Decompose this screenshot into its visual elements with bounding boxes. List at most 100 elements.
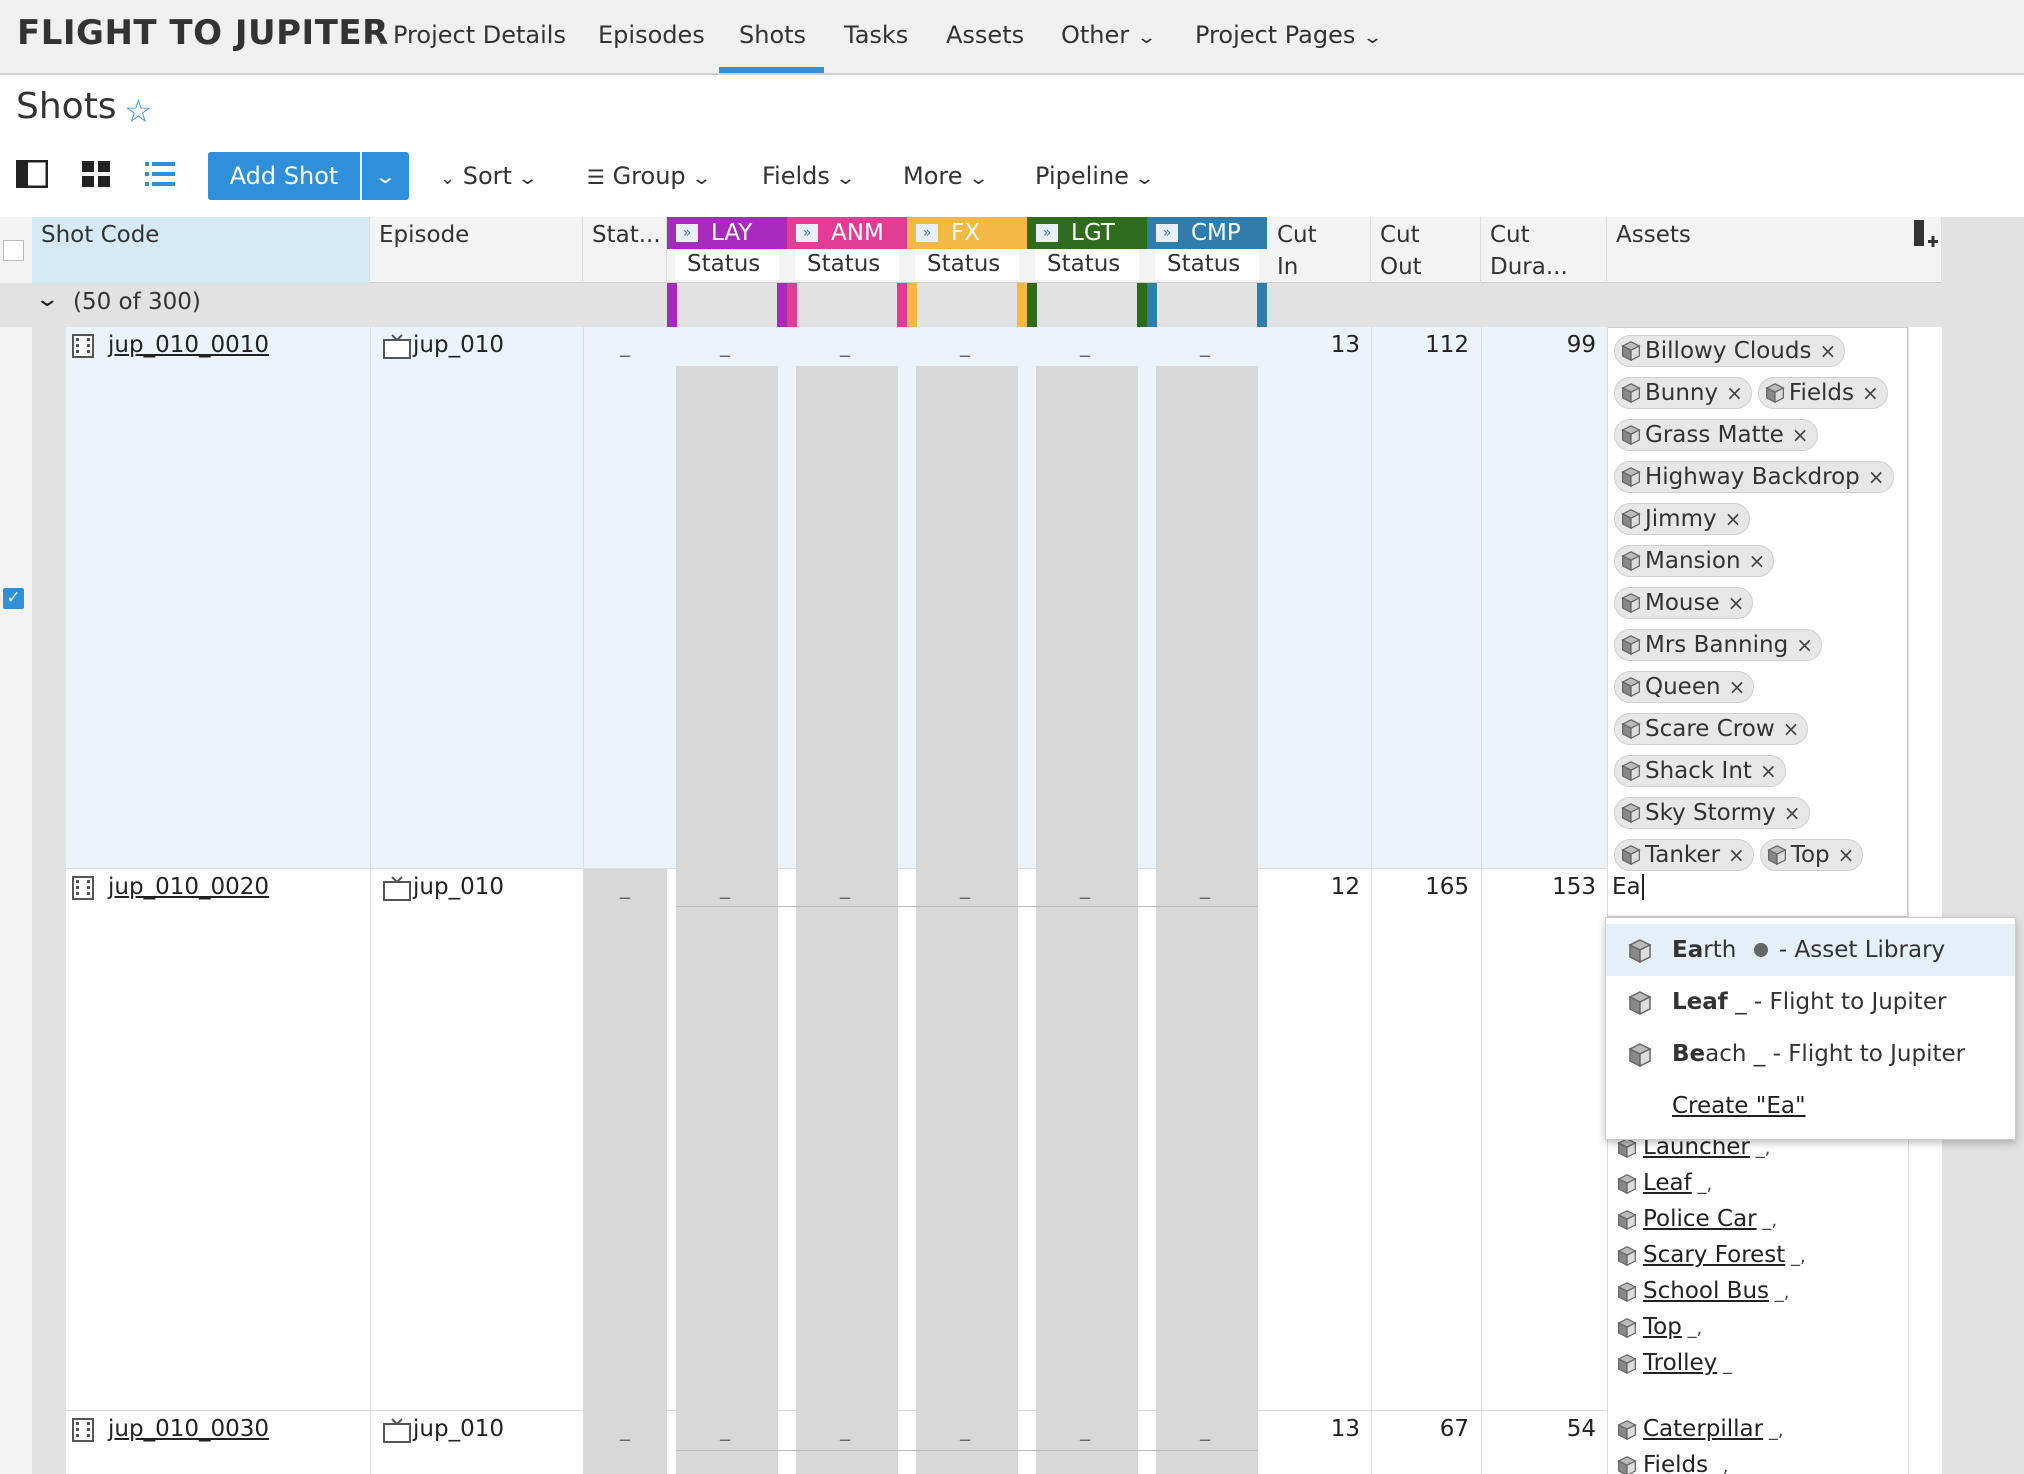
select-all-checkbox[interactable] bbox=[3, 240, 24, 261]
col-cut-in[interactable]: Cut In bbox=[1268, 217, 1371, 283]
remove-tag-icon[interactable]: × bbox=[1728, 843, 1745, 867]
asset-tag[interactable]: Queen × bbox=[1614, 671, 1755, 703]
cut-out-value[interactable]: 165 bbox=[1425, 874, 1469, 900]
autocomplete-option[interactable]: Leaf _ - Flight to Jupiter bbox=[1606, 976, 2015, 1028]
remove-tag-icon[interactable]: × bbox=[1728, 675, 1746, 699]
cut-out-value[interactable]: 67 bbox=[1439, 1416, 1469, 1442]
asset-link-item[interactable]: Caterpillar _, bbox=[1617, 1411, 1784, 1447]
asset-tag[interactable]: Fields × bbox=[1757, 377, 1888, 409]
lgt-status[interactable]: _ bbox=[1080, 875, 1090, 899]
col-shot-code[interactable]: Shot Code bbox=[32, 217, 370, 283]
remove-tag-icon[interactable]: × bbox=[1861, 381, 1879, 405]
lay-status[interactable]: _ bbox=[720, 1417, 730, 1441]
asset-link-item[interactable]: School Bus _, bbox=[1617, 1273, 1813, 1309]
remove-tag-icon[interactable]: × bbox=[1748, 549, 1766, 573]
cmp-status[interactable]: _ bbox=[1200, 333, 1210, 357]
nav-tasks[interactable]: Tasks bbox=[844, 21, 909, 49]
status-value[interactable]: _ bbox=[620, 875, 630, 899]
step-lay-header[interactable]: » LAY Status bbox=[667, 217, 787, 283]
step-fx-header[interactable]: » FX Status bbox=[907, 217, 1027, 283]
cmp-status[interactable]: _ bbox=[1200, 875, 1210, 899]
remove-tag-icon[interactable]: × bbox=[1791, 423, 1809, 447]
group-button[interactable]: ☰ Group ⌄ bbox=[587, 162, 712, 190]
list-view-icon[interactable] bbox=[145, 160, 175, 194]
col-episode[interactable]: Episode bbox=[370, 217, 583, 283]
status-value[interactable]: _ bbox=[620, 1417, 630, 1441]
nav-assets[interactable]: Assets bbox=[946, 21, 1025, 49]
pipeline-button[interactable]: Pipeline ⌄ bbox=[1035, 162, 1156, 190]
cut-duration-value[interactable]: 54 bbox=[1566, 1416, 1596, 1442]
asset-tag[interactable]: Mrs Banning × bbox=[1614, 629, 1822, 661]
project-title[interactable]: FLIGHT TO JUPITER bbox=[17, 13, 389, 53]
episode-link[interactable]: jup_010 bbox=[413, 332, 504, 358]
asset-tag[interactable]: Tanker × bbox=[1614, 839, 1754, 871]
remove-tag-icon[interactable]: × bbox=[1727, 591, 1745, 615]
remove-tag-icon[interactable]: × bbox=[1783, 801, 1801, 825]
asset-link-item[interactable]: Scary Forest _, bbox=[1617, 1237, 1813, 1273]
asset-link-item[interactable]: Trolley _ bbox=[1617, 1345, 1813, 1381]
asset-tag[interactable]: Scare Crow × bbox=[1614, 713, 1809, 745]
asset-link-item[interactable]: Top _, bbox=[1617, 1309, 1813, 1345]
fx-status[interactable]: _ bbox=[960, 333, 970, 357]
asset-tag[interactable]: Mansion × bbox=[1614, 545, 1775, 577]
remove-tag-icon[interactable]: × bbox=[1782, 717, 1800, 741]
col-assets[interactable]: Assets bbox=[1607, 217, 1942, 283]
collapse-chevron-icon[interactable]: ⌄ bbox=[34, 287, 61, 312]
cmp-status[interactable]: _ bbox=[1200, 1417, 1210, 1441]
add-shot-menu-button[interactable]: ⌄ bbox=[362, 152, 409, 200]
fx-status[interactable]: _ bbox=[960, 1417, 970, 1441]
add-shot-button[interactable]: Add Shot bbox=[208, 152, 360, 200]
fields-button[interactable]: Fields ⌄ bbox=[762, 162, 857, 190]
anm-status[interactable]: _ bbox=[840, 333, 850, 357]
remove-tag-icon[interactable]: × bbox=[1759, 759, 1777, 783]
assets-editor[interactable]: Billowy Clouds × Bunny × Fields × Grass Matte ×… bbox=[1607, 327, 1908, 917]
nav-episodes[interactable]: Episodes bbox=[598, 21, 705, 49]
shot-code-link[interactable]: jup_010_0030 bbox=[108, 1416, 269, 1442]
remove-tag-icon[interactable]: × bbox=[1724, 507, 1742, 531]
detail-view-icon[interactable] bbox=[15, 159, 49, 194]
asset-link-item[interactable]: Leaf _, bbox=[1617, 1165, 1813, 1201]
cut-in-value[interactable]: 13 bbox=[1330, 332, 1360, 358]
step-cmp-header[interactable]: » CMP Status bbox=[1147, 217, 1267, 283]
cut-duration-value[interactable]: 99 bbox=[1566, 332, 1596, 358]
anm-status[interactable]: _ bbox=[840, 875, 850, 899]
lay-status[interactable]: _ bbox=[720, 333, 730, 357]
autocomplete-option[interactable]: Beach _ - Flight to Jupiter bbox=[1606, 1028, 2015, 1080]
nav-shots[interactable]: Shots bbox=[739, 21, 807, 49]
asset-tag[interactable]: Shack Int × bbox=[1614, 755, 1786, 787]
asset-tag[interactable]: Highway Backdrop × bbox=[1614, 461, 1894, 493]
lay-status[interactable]: _ bbox=[720, 875, 730, 899]
sort-button[interactable]: ⌄ Sort ⌄ bbox=[440, 162, 539, 190]
col-status[interactable]: Stat... bbox=[583, 217, 667, 283]
more-button[interactable]: More ⌄ bbox=[903, 162, 989, 190]
status-value[interactable]: _ bbox=[620, 333, 630, 357]
asset-tag[interactable]: Jimmy × bbox=[1614, 503, 1751, 535]
create-asset-option[interactable]: Create "Ea" bbox=[1672, 1093, 1806, 1119]
asset-tag[interactable]: Billowy Clouds × bbox=[1614, 335, 1846, 367]
cut-in-value[interactable]: 12 bbox=[1330, 874, 1360, 900]
nav-other[interactable]: Other ⌄ bbox=[1061, 21, 1158, 49]
row-checkbox-checked[interactable]: ✓ bbox=[3, 588, 24, 609]
group-header-row[interactable]: ⌄ (50 of 300) bbox=[0, 283, 1942, 327]
remove-tag-icon[interactable]: × bbox=[1867, 465, 1885, 489]
asset-tag[interactable]: Mouse × bbox=[1614, 587, 1754, 619]
asset-tag[interactable]: Bunny × bbox=[1614, 377, 1752, 409]
favorite-star-icon[interactable]: ☆ bbox=[124, 92, 153, 130]
thumbnail-view-icon[interactable] bbox=[81, 160, 111, 194]
nav-project-pages[interactable]: Project Pages ⌄ bbox=[1195, 21, 1384, 49]
col-cut-out[interactable]: Cut Out bbox=[1371, 217, 1481, 283]
step-anm-header[interactable]: » ANM Status bbox=[787, 217, 907, 283]
cut-in-value[interactable]: 13 bbox=[1330, 1416, 1360, 1442]
shot-code-link[interactable]: jup_010_0010 bbox=[108, 332, 269, 358]
col-cut-duration[interactable]: Cut Dura... bbox=[1481, 217, 1607, 283]
nav-project-details[interactable]: Project Details bbox=[393, 21, 566, 49]
asset-tag[interactable]: Grass Matte × bbox=[1614, 419, 1818, 451]
autocomplete-option[interactable]: Earth - Asset Library bbox=[1606, 924, 2015, 976]
cut-duration-value[interactable]: 153 bbox=[1552, 874, 1596, 900]
asset-link-item[interactable]: Police Car _, bbox=[1617, 1201, 1813, 1237]
episode-link[interactable]: jup_010 bbox=[413, 1416, 504, 1442]
episode-link[interactable]: jup_010 bbox=[413, 874, 504, 900]
add-column-icon[interactable] bbox=[1912, 220, 1942, 256]
anm-status[interactable]: _ bbox=[840, 1417, 850, 1441]
remove-tag-icon[interactable]: × bbox=[1837, 843, 1855, 867]
